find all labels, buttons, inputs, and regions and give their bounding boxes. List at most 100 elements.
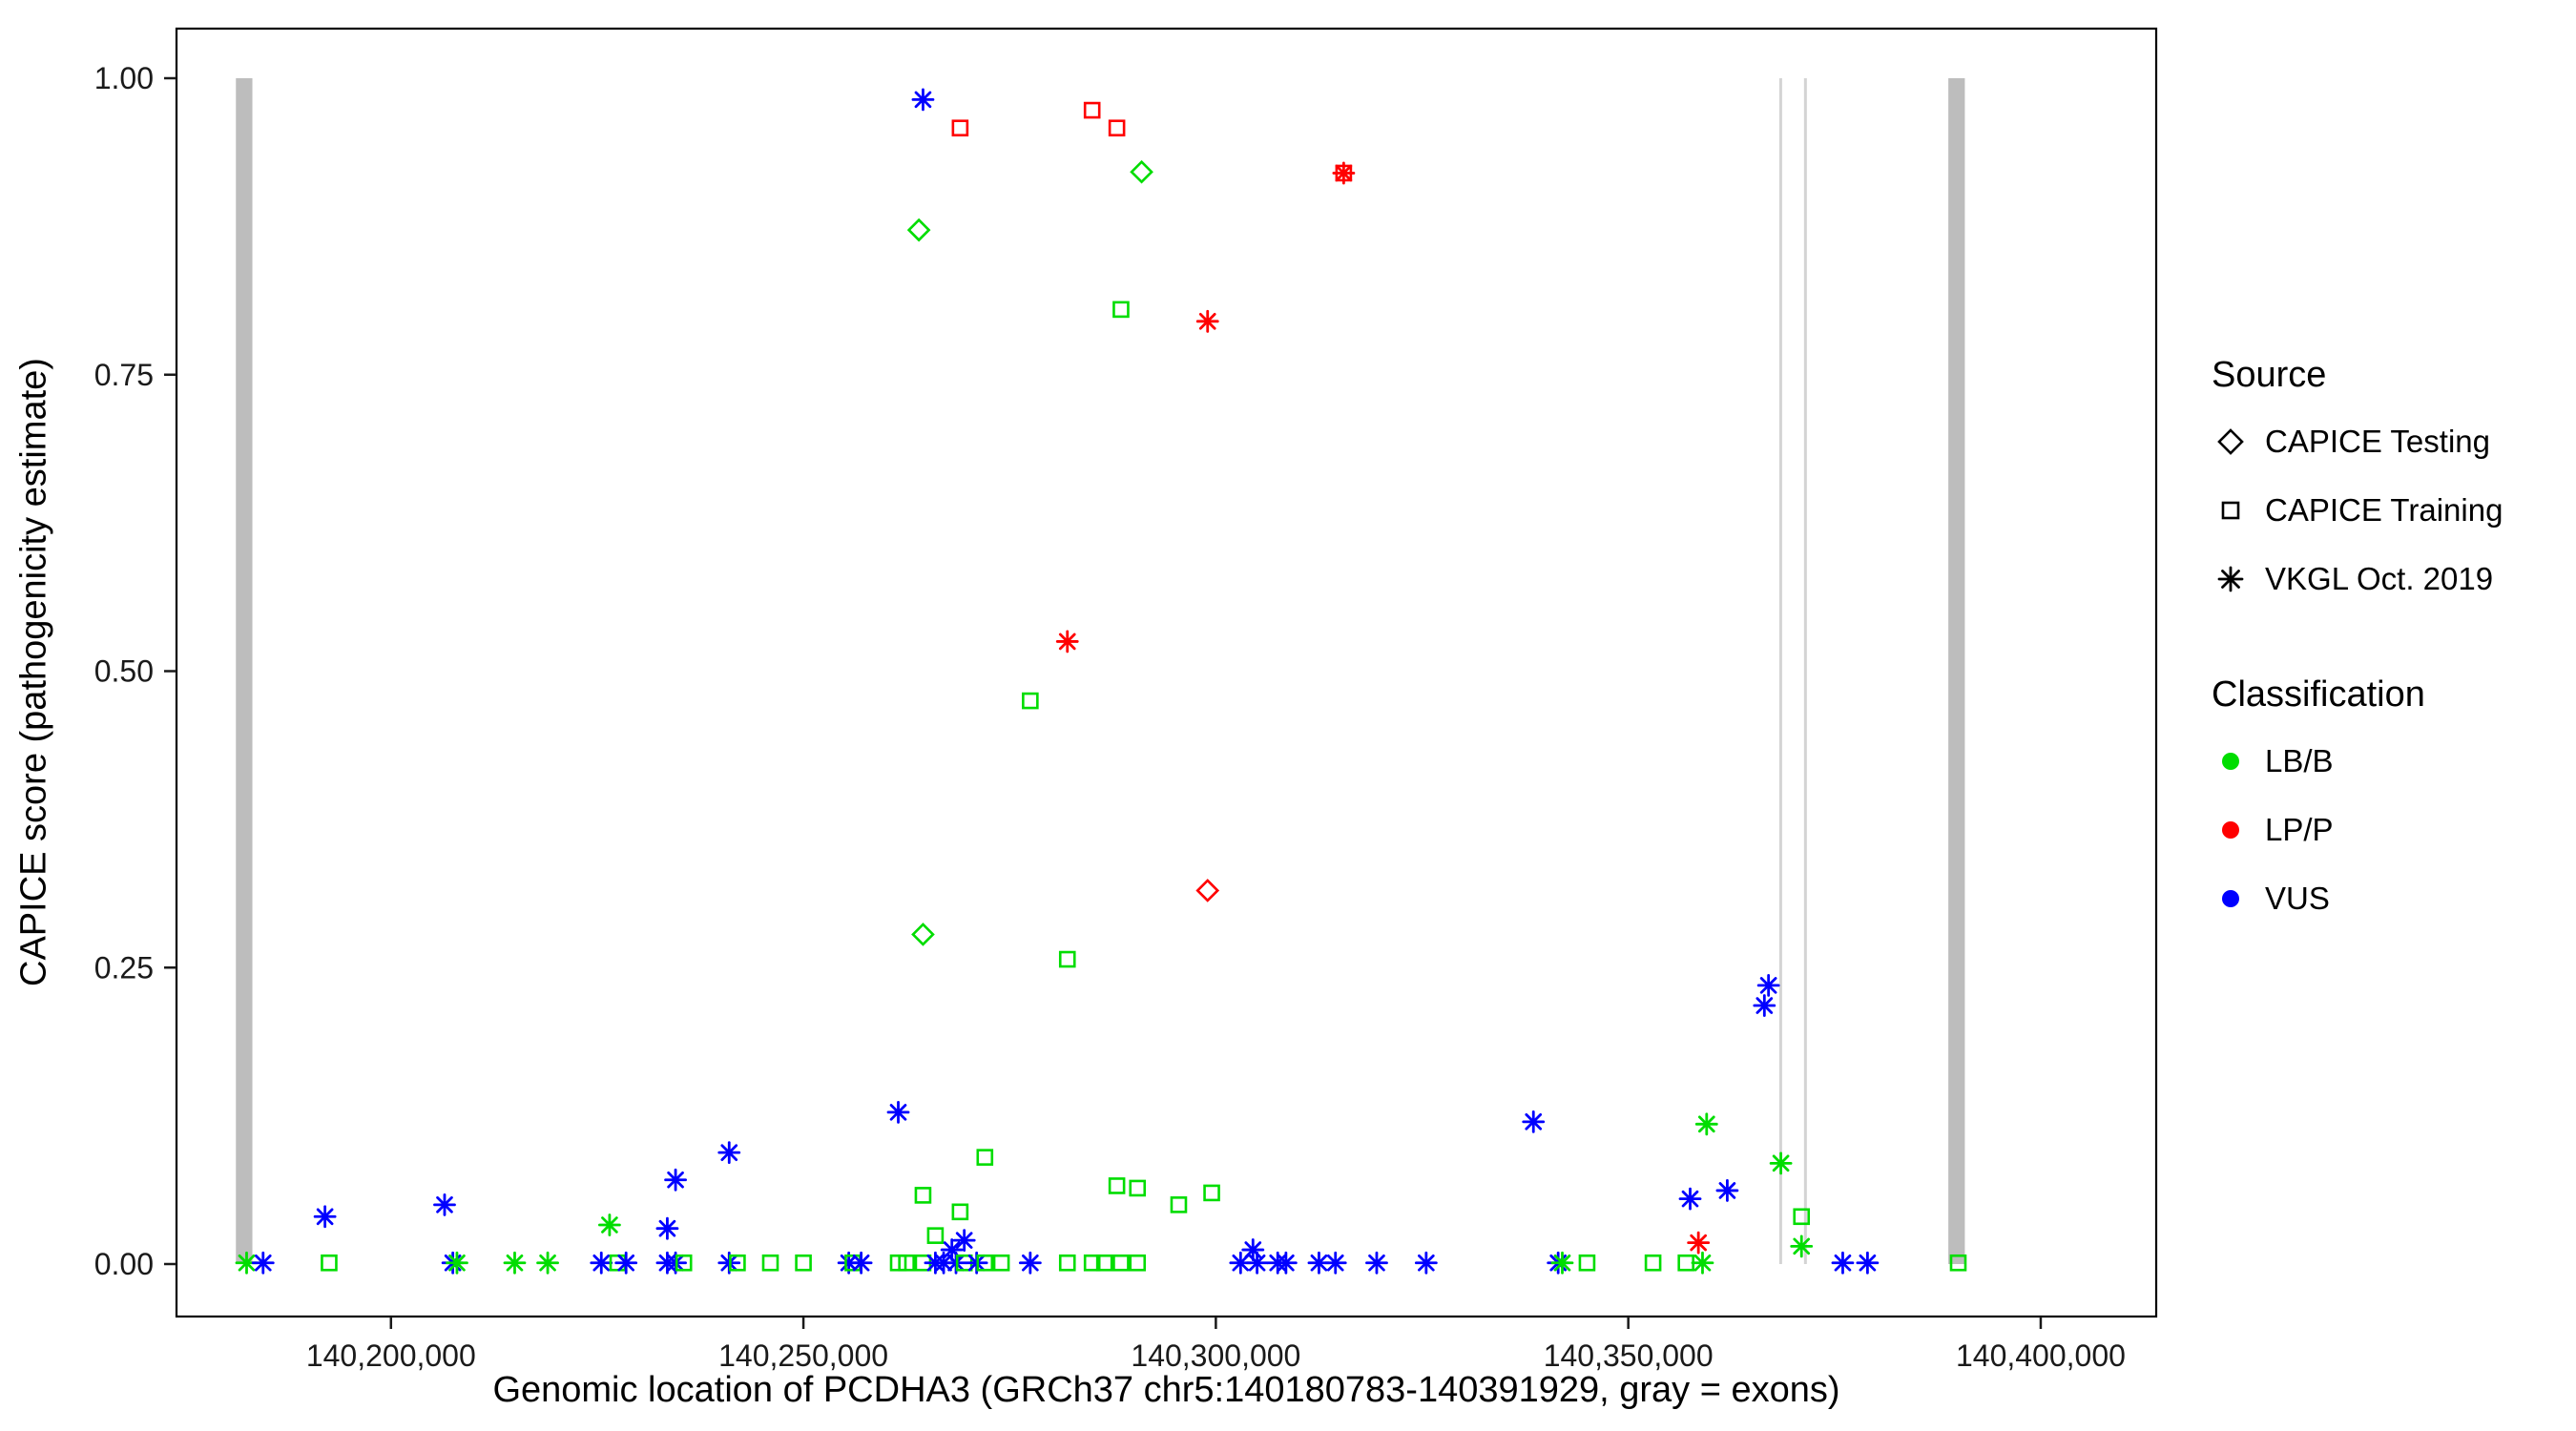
asterisk-stroke: [840, 1254, 858, 1272]
data-point-asterisk: [1332, 161, 1356, 185]
red-dot-icon: [2222, 821, 2239, 839]
legend-item-capice-testing: CAPICE Testing: [2212, 421, 2565, 463]
asterisk-stroke: [1232, 1254, 1250, 1272]
data-point-square: [914, 1187, 932, 1204]
legend-label-lpp: LP/P: [2265, 812, 2334, 847]
legend-label-vus: VUS: [2265, 881, 2330, 916]
data-point-diamond: [1130, 159, 1153, 184]
data-point-asterisk: [1715, 1179, 1739, 1202]
data-point-asterisk: [433, 1192, 456, 1216]
data-point-asterisk: [1323, 1251, 1347, 1275]
data-point-square: [1644, 1254, 1662, 1272]
asterisk-stroke: [436, 1196, 453, 1213]
data-point-asterisk: [717, 1141, 741, 1165]
asterisk-stroke: [1248, 1254, 1266, 1272]
y-tick-label: 1.00: [94, 61, 154, 95]
exon-bar: [1803, 78, 1807, 1264]
asterisk-stroke: [1244, 1241, 1262, 1258]
asterisk-stroke: [1718, 1182, 1736, 1199]
exon-bar: [236, 78, 253, 1264]
x-tick-label: 140,350,000: [1544, 1338, 1714, 1373]
legend-label-capice-training: CAPICE Training: [2265, 492, 2503, 528]
asterisk-stroke: [1525, 1113, 1543, 1130]
asterisk-stroke: [1278, 1254, 1295, 1272]
data-point-square: [1058, 950, 1076, 968]
data-point-asterisk: [598, 1213, 621, 1236]
x-tick-label: 140,400,000: [1956, 1338, 2126, 1373]
data-point-asterisk: [1018, 1251, 1042, 1275]
asterisk-stroke: [1834, 1254, 1852, 1272]
x-axis-title: Genomic location of PCDHA3 (GRCh37 chr5:…: [492, 1370, 1840, 1410]
data-point-asterisk: [1055, 630, 1079, 653]
data-point-asterisk: [1753, 994, 1776, 1017]
data-point-square: [1203, 1184, 1220, 1202]
data-point-square: [898, 1254, 915, 1272]
data-point-square: [1677, 1254, 1694, 1272]
data-point-square: [1108, 1177, 1126, 1194]
data-point-asterisk: [446, 1251, 468, 1275]
legend-label-lbb: LB/B: [2265, 743, 2334, 778]
data-point-asterisk: [952, 1229, 976, 1253]
asterisk-stroke: [667, 1171, 684, 1189]
data-point-asterisk: [503, 1251, 527, 1275]
y-axis-title: CAPICE score (pathogenicity estimate): [13, 358, 54, 987]
asterisk-stroke: [254, 1254, 272, 1272]
asterisk-stroke: [592, 1254, 611, 1272]
data-point-asterisk: [664, 1168, 687, 1192]
asterisk-stroke: [617, 1254, 635, 1272]
data-point-square: [1578, 1254, 1596, 1272]
data-point-square: [1108, 119, 1126, 137]
data-point-asterisk: [849, 1251, 873, 1275]
asterisk-stroke: [238, 1254, 256, 1272]
asterisk-stroke: [1335, 164, 1353, 182]
asterisk-stroke: [955, 1232, 973, 1249]
exon-bar: [1948, 78, 1965, 1264]
data-point-square: [1129, 1254, 1147, 1272]
asterisk-stroke: [1859, 1254, 1877, 1272]
data-point-square: [1170, 1196, 1188, 1213]
data-point-asterisk: [590, 1251, 613, 1275]
legend: Source CAPICE Testing CAPICE Training: [2212, 355, 2565, 946]
data-point-square: [1095, 1254, 1113, 1272]
data-point-asterisk: [313, 1205, 337, 1229]
asterisk-stroke: [914, 91, 932, 109]
data-point-asterisk: [1756, 973, 1780, 997]
diamond-icon: [2217, 428, 2244, 455]
data-point-asterisk: [1274, 1251, 1298, 1275]
asterisk-stroke: [1022, 1254, 1039, 1272]
asterisk-stroke: [720, 1144, 738, 1161]
data-point-square: [321, 1254, 338, 1272]
data-point-diamond: [911, 923, 935, 946]
data-point-square: [1058, 1254, 1076, 1272]
data-point-asterisk: [1856, 1251, 1880, 1275]
asterisk-stroke: [1772, 1154, 1790, 1172]
legend-label-capice-testing: CAPICE Testing: [2265, 424, 2490, 459]
asterisk-stroke: [448, 1254, 466, 1272]
asterisk-stroke: [1759, 977, 1777, 994]
square-icon: [2221, 501, 2240, 520]
y-tick-label: 0.75: [94, 358, 154, 392]
legend-item-lpp: LP/P: [2212, 809, 2565, 851]
legend-group-classification: Classification LB/B LP/P VUS: [2212, 674, 2565, 920]
data-point-diamond: [906, 218, 931, 242]
asterisk-stroke: [1681, 1190, 1699, 1208]
data-point-asterisk: [1691, 1251, 1714, 1275]
asterisk-stroke: [1418, 1254, 1435, 1272]
panel-border: [175, 27, 2158, 1318]
data-point-square: [951, 119, 969, 137]
data-point-square: [951, 1203, 969, 1221]
green-dot-icon: [2222, 753, 2239, 770]
asterisk-stroke: [1697, 1115, 1715, 1133]
x-tick-label: 140,200,000: [306, 1338, 476, 1373]
asterisk-stroke: [1198, 312, 1216, 330]
y-tick-label: 0.00: [94, 1247, 154, 1281]
data-point-square: [761, 1254, 779, 1272]
asterisk-stroke: [1326, 1254, 1344, 1272]
y-tick-label: 0.50: [94, 654, 154, 689]
asterisk-stroke: [943, 1241, 961, 1258]
data-point-asterisk: [251, 1251, 275, 1275]
x-tick-label: 140,250,000: [718, 1338, 888, 1373]
legend-group-source: Source CAPICE Testing CAPICE Training: [2212, 355, 2565, 600]
